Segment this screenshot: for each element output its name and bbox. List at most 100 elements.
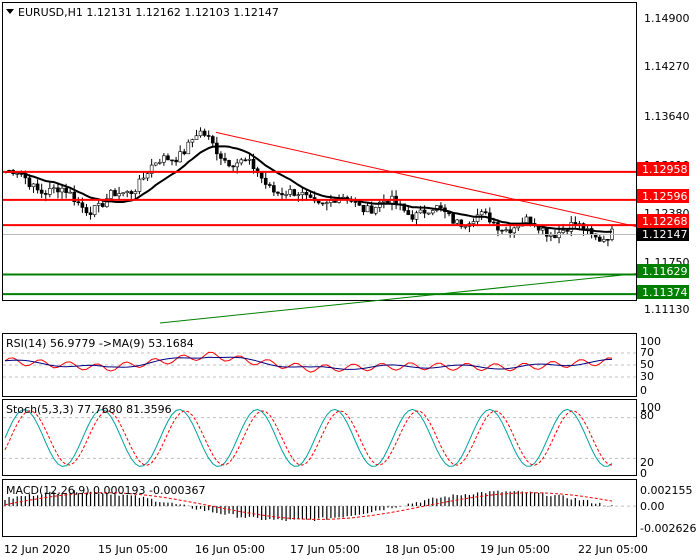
- stoch-tick: 80: [640, 409, 654, 422]
- rsi-line: [4, 351, 613, 373]
- rsi-tick: 100: [640, 335, 661, 348]
- candle-body: [504, 229, 508, 232]
- candle-body: [540, 227, 545, 231]
- macd-tick: 0.00: [640, 500, 665, 513]
- candle-body: [451, 213, 455, 224]
- candle-body: [206, 135, 211, 137]
- candle-body: [304, 192, 309, 196]
- candle-body: [56, 187, 60, 193]
- stoch-tick: 100: [640, 401, 661, 414]
- candle-body: [43, 193, 48, 195]
- candle-body: [153, 162, 158, 166]
- candle-body: [210, 136, 215, 144]
- candle-body: [80, 202, 85, 208]
- candle-body: [219, 153, 223, 159]
- candle-body: [235, 162, 240, 168]
- candle-body: [247, 158, 252, 161]
- candle-body: [190, 139, 195, 143]
- current-price-tag-bg: [637, 228, 689, 241]
- candle-body: [382, 200, 386, 203]
- candle-body: [109, 190, 113, 199]
- rsi-indicator[interactable]: [3, 351, 636, 378]
- candle-body: [276, 191, 280, 194]
- stoch-indicator[interactable]: [3, 408, 636, 467]
- candle-body: [320, 202, 325, 205]
- support-trendline: [159, 273, 637, 324]
- main-chart[interactable]: [3, 127, 637, 324]
- candle-body: [496, 222, 500, 231]
- candle-body: [133, 191, 138, 194]
- candle-body: [483, 211, 488, 214]
- candle-body: [166, 155, 170, 161]
- time-tick: 16 Jun 05:00: [195, 543, 265, 556]
- resistance-trendline: [215, 131, 637, 228]
- candle-body: [365, 205, 370, 213]
- candle-body: [239, 159, 244, 164]
- candle-body: [202, 130, 207, 136]
- candle-body: [288, 189, 292, 195]
- candle-body: [300, 192, 305, 196]
- candle-body: [463, 226, 468, 228]
- candle-body: [125, 191, 130, 193]
- candle-body: [178, 151, 182, 163]
- chart-header: EURUSD,H1 1.12131 1.12162 1.12103 1.1214…: [6, 6, 279, 19]
- candle-body: [377, 201, 382, 208]
- candle-body: [100, 203, 105, 207]
- candle-body: [414, 212, 419, 220]
- macd-axis: 0.002155 0.00 -0.002626: [640, 484, 696, 535]
- candle-body: [316, 200, 321, 204]
- main-chart-frame: [2, 2, 637, 301]
- time-tick: 15 Jun 05:00: [98, 543, 168, 556]
- candle-body: [35, 183, 40, 191]
- candle-body: [569, 222, 574, 232]
- candle-body: [418, 209, 423, 214]
- level-tag: 1.11629: [642, 265, 688, 278]
- candle-body: [549, 234, 553, 237]
- candle-body: [426, 212, 431, 215]
- candle-body: [325, 202, 329, 204]
- candle-body: [500, 229, 504, 232]
- dropdown-triangle-icon[interactable]: [6, 9, 14, 14]
- candle-body: [475, 214, 480, 222]
- candle-body: [48, 188, 52, 195]
- level-tag: 1.12958: [642, 163, 688, 176]
- candle-body: [471, 221, 476, 224]
- candle-body: [406, 210, 411, 215]
- candle-body: [369, 205, 374, 214]
- candle-body: [223, 158, 227, 161]
- candle-body: [259, 172, 264, 179]
- rsi-tick: 50: [640, 358, 654, 371]
- candle-body: [410, 214, 415, 220]
- candle-body: [186, 141, 191, 155]
- candle-body: [227, 160, 231, 167]
- candle-body: [92, 205, 97, 215]
- candle-body: [492, 221, 496, 224]
- main-header: EURUSD,H1 1.12131 1.12162 1.12103 1.1214…: [18, 6, 279, 19]
- candle-body: [528, 216, 533, 224]
- candle-body: [96, 203, 101, 206]
- candle-body: [524, 216, 529, 224]
- candle-body: [263, 177, 268, 185]
- candle-body: [215, 142, 219, 155]
- macd-tick: -0.002626: [640, 522, 696, 535]
- candle-body: [267, 184, 272, 186]
- level-tag-bg: [637, 214, 689, 228]
- macd-tick: 0.002155: [640, 484, 693, 497]
- candle-body: [430, 210, 435, 214]
- price-tick: 1.14270: [644, 60, 690, 73]
- stoch-tick: 0: [640, 467, 647, 480]
- time-tick: 22 Jun 05:00: [578, 543, 648, 556]
- macd-indicator[interactable]: [3, 490, 636, 522]
- candle-body: [292, 189, 297, 196]
- candle-body: [422, 209, 427, 214]
- price-tick: 1.11130: [644, 303, 690, 316]
- candle-body: [565, 230, 569, 232]
- candle-body: [602, 239, 606, 242]
- stoch-header: Stoch(5,3,3) 77.7680 81.3596: [6, 403, 172, 416]
- candle-body: [117, 193, 121, 197]
- candle-body: [606, 239, 610, 241]
- rsi-tick: 0: [640, 384, 647, 397]
- stoch-main-line: [4, 408, 613, 467]
- candle-body: [162, 155, 166, 163]
